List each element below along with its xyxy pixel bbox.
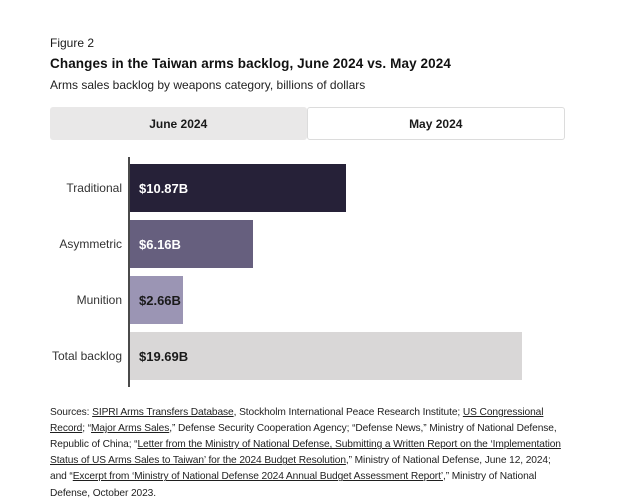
chart-subtitle: Arms sales backlog by weapons category, … [50, 78, 366, 92]
page-title: Changes in the Taiwan arms backlog, June… [50, 56, 451, 71]
bar-track: $10.87B [130, 164, 565, 212]
source-link[interactable]: SIPRI Arms Transfers Database [92, 407, 234, 418]
source-link[interactable]: Letter from the Ministry of National Def… [50, 439, 561, 467]
sources-text-segment: Sources: [50, 407, 93, 418]
bar-munition: $2.66B [130, 276, 183, 324]
category-labels: Traditional Asymmetric Munition Total backl… [50, 157, 122, 387]
bar-value-label: $19.69B [139, 348, 189, 364]
sources-note: Sources: SIPRI Arms Transfers Database, … [50, 405, 569, 502]
sources-text-segment: , Stockholm International Peace Research… [233, 407, 463, 418]
source-link[interactable]: US Congressional Record [50, 407, 544, 435]
bar-value-label: $10.87B [139, 180, 189, 196]
category-label: Total backlog [51, 349, 122, 363]
period-tabs: June 2024 May 2024 [50, 107, 565, 140]
sources-text-segment: ,” Defense Security Cooperation Agency; … [50, 423, 557, 451]
source-link[interactable]: Major Arms Sales [91, 423, 170, 435]
tab-may-2024[interactable]: May 2024 [306, 107, 565, 140]
bar-total-backlog: $19.69B [130, 332, 522, 380]
source-link[interactable]: Excerpt from ‘Ministry of National Defen… [72, 471, 443, 483]
bar-value-label: $2.66B [139, 292, 181, 308]
bar-value-label: $6.16B [139, 236, 181, 252]
bar-asymmetric: $6.16B [130, 220, 253, 268]
category-label: Munition [76, 293, 122, 307]
bar-traditional: $10.87B [130, 164, 347, 212]
sources-text-segment: ,” Ministry of National Defense, October… [50, 471, 537, 499]
sources-text-segment: ; “ [82, 423, 92, 435]
sources-text-segment: ,” Ministry of National Defense, June 12… [50, 455, 551, 483]
bar-chart: Traditional Asymmetric Munition Total backl… [50, 157, 565, 387]
tab-june-2024[interactable]: June 2024 [50, 107, 307, 140]
bar-track: $19.69B [130, 332, 565, 380]
chart-plot-area: $10.87B $6.16B $2.66B $19.69B [128, 157, 565, 387]
category-label: Asymmetric [59, 237, 122, 251]
figure-label: Figure 2 [50, 36, 95, 50]
category-label: Traditional [66, 181, 122, 195]
bar-track: $6.16B [130, 220, 565, 268]
bar-track: $2.66B [130, 276, 565, 324]
